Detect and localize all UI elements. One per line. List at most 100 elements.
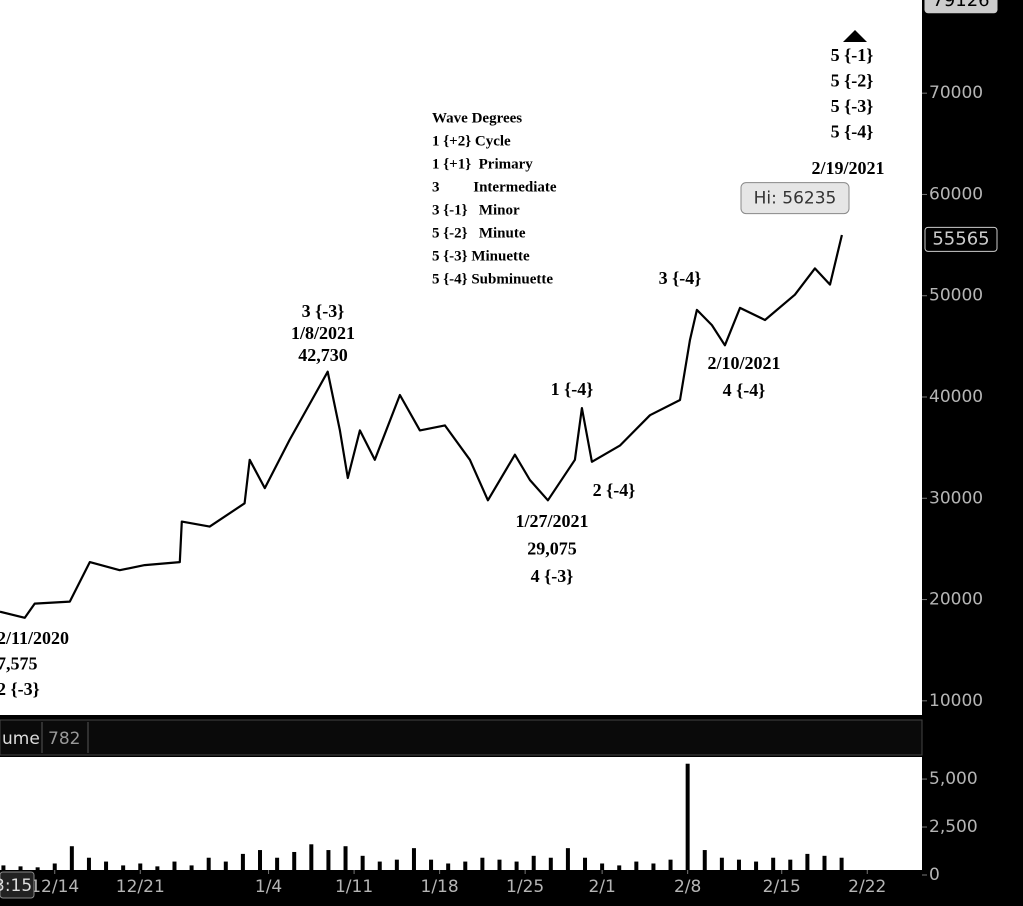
volume-title: ume — [2, 729, 40, 749]
wave-annotation: 2 {-3} — [0, 679, 40, 699]
wave-annotation: 5 {-4} — [831, 122, 874, 142]
volume-bar — [446, 863, 451, 870]
volume-bar — [736, 859, 741, 870]
volume-bar — [258, 850, 263, 870]
wave-annotation: 2/11/2020 — [0, 628, 69, 648]
y-tick-label: 40000 — [929, 387, 983, 407]
volume-bar — [805, 853, 810, 870]
high-label: Hi: 56235 — [754, 189, 837, 209]
wave-annotation: 42,730 — [298, 345, 348, 365]
y-tick-label: 70000 — [929, 83, 983, 103]
volume-bar — [86, 857, 91, 870]
wave-annotation: 4 {-3} — [531, 566, 574, 586]
wave-annotation: 5 {-4} Subminuette — [432, 271, 553, 287]
volume-bar — [343, 846, 348, 870]
volume-bar — [292, 851, 297, 870]
volume-bar — [35, 867, 40, 870]
price-box — [924, 226, 998, 252]
y-tick-label: 50000 — [929, 286, 983, 306]
x-tick-label: 2/8 — [674, 877, 701, 897]
volume-bar — [514, 861, 519, 870]
volume-bar — [223, 861, 228, 870]
volume-bar — [617, 865, 622, 870]
x-tick-label: 12/21 — [116, 877, 165, 897]
volume-header — [0, 719, 923, 756]
arrow-marker — [843, 30, 867, 42]
volume-bar — [429, 859, 434, 870]
volume-bar — [565, 848, 570, 870]
wave-annotation: 1 {+1} Primary — [432, 156, 533, 172]
x-tick-label: 2/22 — [848, 877, 886, 897]
volume-bar — [531, 855, 536, 870]
volume-bar — [411, 848, 416, 870]
price-plot — [0, 234, 843, 619]
wave-annotation: 1/27/2021 — [515, 511, 588, 531]
wave-annotation: 1 {+2} Cycle — [432, 133, 511, 149]
wave-annotation: 5 {-3} — [831, 96, 874, 116]
wave-annotation: 3 {-4} — [659, 268, 702, 288]
wave-annotation: 2 {-4} — [593, 480, 636, 500]
volume-bar — [155, 866, 160, 870]
wave-annotation: Wave Degrees — [432, 110, 522, 126]
y-tick-label: 5,000 — [929, 769, 978, 789]
volume-bar — [104, 861, 109, 870]
wave-annotation: 29,075 — [527, 539, 577, 559]
volume-bar — [138, 863, 143, 870]
volume-bar — [52, 863, 57, 870]
volume-bar — [309, 844, 314, 870]
wave-annotation: 2/10/2021 — [707, 353, 780, 373]
volume-bar — [548, 857, 553, 870]
volume-bar — [583, 857, 588, 870]
price-line — [0, 234, 843, 619]
price-box-label: 55565 — [932, 228, 989, 249]
volume-bar — [702, 850, 707, 870]
y-tick-label: 30000 — [929, 488, 983, 508]
volume-bar — [497, 859, 502, 870]
volume-bar — [771, 857, 776, 870]
x-tick-label: 1/4 — [255, 877, 282, 897]
volume-bar — [189, 865, 194, 870]
y-tick-label: 20000 — [929, 590, 983, 610]
x-tick-label: 1/11 — [335, 877, 373, 897]
wave-annotation: 3 {-1} Minor — [432, 202, 520, 218]
wave-annotation: 3 Intermediate — [432, 179, 557, 195]
high-callout — [740, 182, 850, 215]
volume-pane — [0, 757, 922, 870]
volume-bar — [172, 861, 177, 870]
volume-bar — [360, 855, 365, 870]
wave-annotation: 2/19/2021 — [811, 158, 884, 178]
y-tick-label: 0 — [929, 865, 940, 885]
wave-annotation: 5 {-3} Minuette — [432, 248, 530, 264]
volume-bar — [822, 855, 827, 870]
volume-bar — [121, 865, 126, 870]
volume-bar — [480, 857, 485, 870]
volume-bar — [463, 861, 468, 870]
wave-annotation: 5 {-2} — [831, 71, 874, 91]
volume-bar — [651, 863, 656, 870]
wave-annotation: 3 {-3} — [302, 301, 345, 321]
price-pane — [0, 0, 922, 715]
price-box-label: 79126 — [932, 0, 989, 11]
volume-bar — [377, 861, 382, 870]
x-tick-label: 1/18 — [421, 877, 459, 897]
volume-bar — [685, 763, 690, 870]
y-tick-label: 10000 — [929, 691, 983, 711]
overlay: 10000 20000 30000 40000 50000 60000 70000 5 {-1… — [0, 0, 998, 897]
volume-bar — [18, 866, 23, 870]
volume-bar — [69, 846, 74, 870]
volume-bar — [1, 865, 6, 870]
y-tick-label: 60000 — [929, 184, 983, 204]
volume-plot — [1, 763, 844, 870]
x-tick-label: 2/1 — [588, 877, 615, 897]
volume-bar — [668, 859, 673, 870]
volume-bar — [788, 859, 793, 870]
volume-bar — [275, 857, 280, 870]
volume-bar — [326, 850, 331, 870]
volume-bar — [634, 861, 639, 870]
volume-bar — [206, 857, 211, 870]
wave-annotation: 5 {-1} — [831, 45, 874, 65]
volume-bar — [719, 857, 724, 870]
volume-bar — [394, 859, 399, 870]
time-box — [0, 871, 35, 899]
